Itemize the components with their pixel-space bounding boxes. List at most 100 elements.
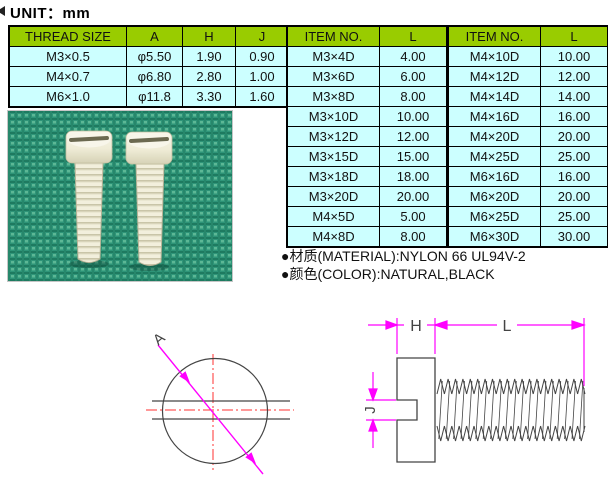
table-cell: 14.00 — [540, 86, 608, 107]
screw-side-view-drawing: H L J — [362, 318, 586, 463]
table-cell: M3×6D — [286, 66, 380, 87]
view-direction-line: A — [150, 329, 264, 475]
table-cell: 25.00 — [540, 146, 608, 167]
table-cell: M3×10D — [286, 106, 380, 127]
table-cell: φ5.50 — [126, 46, 183, 67]
table-row: M3×0.5 φ5.50 1.90 0.90 — [8, 46, 290, 67]
screw-thread — [436, 378, 586, 442]
table-cell: 10.00 — [379, 106, 448, 127]
table-row: M4×16D 16.00 — [447, 106, 608, 127]
table-cell: φ11.8 — [126, 86, 183, 108]
table-cell: M3×18D — [286, 166, 380, 187]
table-cell: 3.30 — [182, 86, 236, 108]
dim-arrowhead — [571, 320, 586, 330]
column-header: ITEM NO. — [286, 25, 380, 47]
table-cell: 20.00 — [540, 186, 608, 207]
column-header: H — [182, 25, 236, 47]
table-cell: M4×20D — [447, 126, 541, 147]
l-dimension-label: L — [503, 318, 512, 335]
table-cell: M3×4D — [286, 46, 380, 67]
table-row: M6×1.0 φ11.8 3.30 1.60 — [8, 86, 290, 108]
table-cell: M4×5D — [286, 206, 380, 227]
dim-arrowhead — [433, 320, 448, 330]
table-cell: 16.00 — [540, 166, 608, 187]
table-row: M4×25D 25.00 — [447, 146, 608, 167]
table-cell: M4×12D — [447, 66, 541, 87]
view-arrowhead — [245, 452, 256, 464]
table-cell: 20.00 — [379, 186, 448, 207]
head-outline — [152, 357, 290, 465]
table-cell: 16.00 — [540, 106, 608, 127]
table-cell: M6×30D — [447, 226, 541, 248]
table-row: M4×12D 12.00 — [447, 66, 608, 87]
table-cell: 15.00 — [379, 146, 448, 167]
table-cell: M3×8D — [286, 86, 380, 107]
column-header: L — [540, 25, 608, 47]
centerlines — [146, 354, 294, 470]
table-cell: M4×14D — [447, 86, 541, 107]
table-cell: 20.00 — [540, 126, 608, 147]
pointer-icon — [0, 6, 5, 16]
product-photo — [7, 110, 233, 282]
view-arrowhead — [179, 371, 190, 383]
table-cell: 30.00 — [540, 226, 608, 248]
table-row: M4×10D 10.00 — [447, 46, 608, 67]
table-row: M3×20D 20.00 — [286, 186, 448, 207]
dim-arrowhead — [385, 320, 399, 330]
item-number-table-left: ITEM NO. L M3×4D 4.00 M3×6D 6.00 M3×8D 8.00 M3×1… — [286, 25, 448, 248]
photo-background — [8, 111, 232, 281]
screw-head-outline — [396, 357, 436, 463]
table-cell: 18.00 — [379, 166, 448, 187]
table-cell: 1.90 — [182, 46, 236, 67]
dimension-lines — [366, 318, 586, 448]
column-header: ITEM NO. — [447, 25, 541, 47]
table-row: M6×25D 25.00 — [447, 206, 608, 227]
table-cell: M6×1.0 — [8, 86, 127, 108]
table-row: M4×20D 20.00 — [447, 126, 608, 147]
table-cell: M3×20D — [286, 186, 380, 207]
table-cell: M4×8D — [286, 226, 380, 248]
table-cell: M4×25D — [447, 146, 541, 167]
j-dimension-label: J — [362, 406, 379, 414]
table-cell: φ6.80 — [126, 66, 183, 87]
screw-photo-right — [125, 131, 173, 271]
item-number-table-right: ITEM NO. L M4×10D 10.00 M4×12D 12.00 M4×14D 14.… — [447, 25, 608, 248]
table-row: M4×5D 5.00 — [286, 206, 448, 227]
column-header: L — [379, 25, 448, 47]
table-row: M3×8D 8.00 — [286, 86, 448, 107]
table-cell: 4.00 — [379, 46, 448, 67]
table-row: M4×8D 8.00 — [286, 226, 448, 248]
table-cell: 1.60 — [235, 86, 290, 108]
dim-arrowhead — [368, 418, 378, 432]
table-cell: 8.00 — [379, 86, 448, 107]
table-cell: 8.00 — [379, 226, 448, 248]
column-header: A — [126, 25, 183, 47]
table-cell: 6.00 — [379, 66, 448, 87]
table-row: M6×16D 16.00 — [447, 166, 608, 187]
table-row: M4×14D 14.00 — [447, 86, 608, 107]
material-note: ●材质(MATERIAL):NYLON 66 UL94V-2 — [281, 248, 526, 264]
table-cell: M4×16D — [447, 106, 541, 127]
table-cell: 1.00 — [235, 66, 290, 87]
screw-photo-left — [65, 130, 113, 268]
view-a-label: A — [150, 329, 169, 348]
table-row: M6×30D 30.00 — [447, 226, 608, 248]
table-cell: M3×0.5 — [8, 46, 127, 67]
table-cell: M4×10D — [447, 46, 541, 67]
table-row: M6×20D 20.00 — [447, 186, 608, 207]
table-cell: 25.00 — [540, 206, 608, 227]
column-header: THREAD SIZE — [8, 25, 127, 47]
head-top-view-drawing: A — [146, 329, 294, 475]
table-row: M4×0.7 φ6.80 2.80 1.00 — [8, 66, 290, 87]
table-cell: M6×20D — [447, 186, 541, 207]
table-cell: M6×16D — [447, 166, 541, 187]
table-row: M3×15D 15.00 — [286, 146, 448, 167]
table-cell: M3×15D — [286, 146, 380, 167]
color-note: ●颜色(COLOR):NATURAL,BLACK — [281, 266, 495, 282]
table-row: M3×6D 6.00 — [286, 66, 448, 87]
table-cell: M4×0.7 — [8, 66, 127, 87]
dim-arrowhead — [368, 388, 378, 402]
unit-label: UNIT：mm — [10, 5, 91, 22]
table-cell: M3×12D — [286, 126, 380, 147]
